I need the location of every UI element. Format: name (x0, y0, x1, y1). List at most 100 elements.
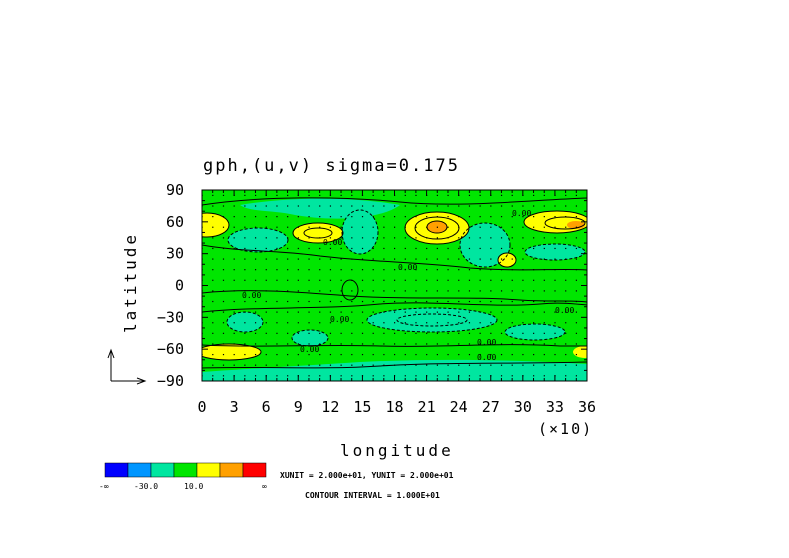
vector-point (543, 322, 545, 324)
vector-point (522, 237, 524, 239)
vector-point (265, 322, 267, 324)
vector-point (404, 279, 406, 281)
vector-point (575, 194, 578, 197)
vector-point (222, 279, 225, 281)
vector-point (361, 279, 364, 281)
vector-point (415, 322, 417, 324)
vector-point (222, 300, 225, 303)
low-region (227, 312, 263, 332)
vector-point (436, 322, 438, 324)
x-axis-scale-note: (×10) (538, 420, 593, 438)
contour-label: 0.00 (555, 306, 574, 315)
vector-point (404, 269, 406, 271)
vector-point (276, 311, 278, 313)
vector-point (372, 258, 374, 260)
vector-point (447, 332, 449, 334)
vector-point (543, 375, 545, 377)
vector-point (404, 311, 406, 313)
vector-point (254, 322, 257, 324)
vector-point (297, 205, 299, 207)
vector-point (554, 237, 556, 239)
vector-point (351, 194, 353, 197)
vector-point (426, 279, 428, 281)
vector-point (575, 375, 578, 377)
vector-point (468, 300, 471, 303)
vector-point (308, 216, 310, 218)
vector-point (394, 279, 396, 281)
vector-point (351, 279, 353, 281)
vector-point (533, 258, 535, 260)
vector-point (426, 311, 428, 313)
vector-point (297, 353, 299, 356)
vector-point (511, 258, 513, 260)
vector-point (287, 322, 289, 324)
vector-point (500, 375, 503, 377)
vector-point (426, 226, 428, 228)
vector-point (297, 237, 299, 239)
vector-point (426, 322, 428, 324)
vector-point (244, 258, 246, 260)
vector-point (244, 226, 246, 228)
vector-point (351, 322, 353, 324)
vector-point (212, 279, 214, 281)
vector-point (426, 247, 428, 250)
vector-point (340, 216, 342, 218)
vector-point (265, 290, 267, 292)
vector-point (479, 194, 481, 197)
vector-point (575, 322, 578, 324)
vector-point (319, 322, 321, 324)
colorbar-swatch (196, 462, 221, 478)
vector-point (511, 226, 513, 228)
vector-point (276, 343, 278, 345)
vector-point (319, 226, 321, 228)
vector-point (329, 258, 332, 260)
vector-point (244, 216, 246, 218)
vector-point (447, 290, 449, 292)
vector-point (233, 322, 235, 324)
vector-point (479, 237, 481, 239)
low-region (292, 330, 328, 346)
vector-point (244, 343, 246, 345)
vector-point (254, 216, 257, 218)
vector-point (415, 269, 417, 271)
vector-point (276, 247, 278, 250)
vector-point (533, 226, 535, 228)
vector-point (383, 279, 385, 281)
vector-point (500, 279, 503, 281)
vector-point (468, 226, 471, 228)
vector-point (276, 300, 278, 303)
vector-point (458, 237, 460, 239)
vector-point (297, 247, 299, 250)
vector-point (404, 322, 406, 324)
vector-point (479, 205, 481, 207)
vector-point (244, 247, 246, 250)
y-tick-label: 0 (175, 277, 184, 295)
vector-point (222, 290, 225, 292)
vector-point (372, 205, 374, 207)
x-tick-label: 15 (353, 398, 371, 416)
vector-point (565, 364, 567, 366)
vector-point (372, 269, 374, 271)
vector-point (308, 322, 310, 324)
vector-point (447, 237, 449, 239)
vector-point (329, 311, 332, 313)
vector-point (468, 279, 471, 281)
vector-point (554, 269, 556, 271)
vector-point (276, 258, 278, 260)
vector-point (372, 237, 374, 239)
vector-point (404, 258, 406, 260)
vector-point (500, 269, 503, 271)
vector-point (404, 216, 406, 218)
vector-point (222, 375, 225, 377)
vector-point (265, 311, 267, 313)
vector-point (543, 279, 545, 281)
vector-point (297, 226, 299, 228)
vector-point (383, 353, 385, 356)
vector-point (415, 237, 417, 239)
colorbar (104, 462, 267, 478)
contour-lines (202, 197, 587, 369)
vector-point (276, 279, 278, 281)
vector-point (319, 290, 321, 292)
vector-point (404, 332, 406, 334)
vector-point (543, 290, 545, 292)
